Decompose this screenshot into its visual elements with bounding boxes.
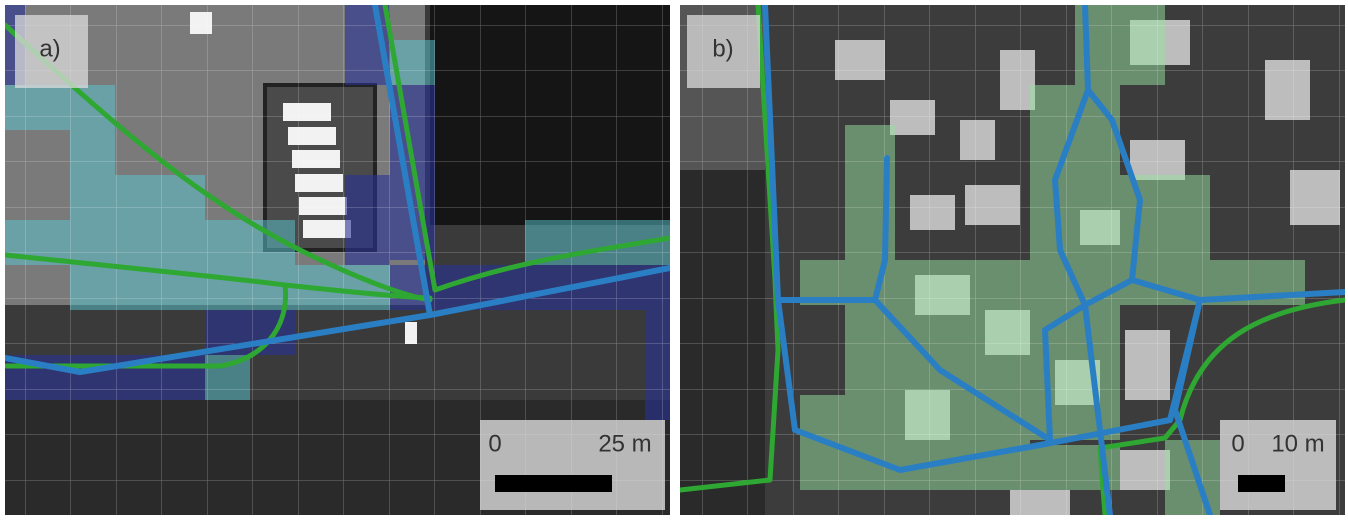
scale-bar (495, 475, 612, 492)
road-green (5, 22, 433, 303)
label-box (687, 15, 760, 88)
scale-end: 10 m (1271, 430, 1324, 457)
road-green (680, 5, 781, 493)
road-blue (5, 5, 670, 375)
scale-start: 0 (1231, 430, 1244, 457)
panel-label: b) (712, 35, 733, 62)
scale-start: 0 (488, 430, 501, 457)
road-green (5, 252, 433, 301)
road-blue (775, 5, 1213, 515)
road-green (382, 5, 670, 293)
label-box (15, 15, 88, 88)
panel-b: b) 0 10 m (680, 5, 1345, 515)
scale-box (480, 420, 665, 510)
panel-label: a) (39, 35, 60, 62)
scale-box (1220, 420, 1336, 510)
scale-end: 25 m (598, 430, 651, 457)
panel-a: a) 0 25 m (5, 5, 670, 515)
scale-bar (1238, 475, 1285, 492)
